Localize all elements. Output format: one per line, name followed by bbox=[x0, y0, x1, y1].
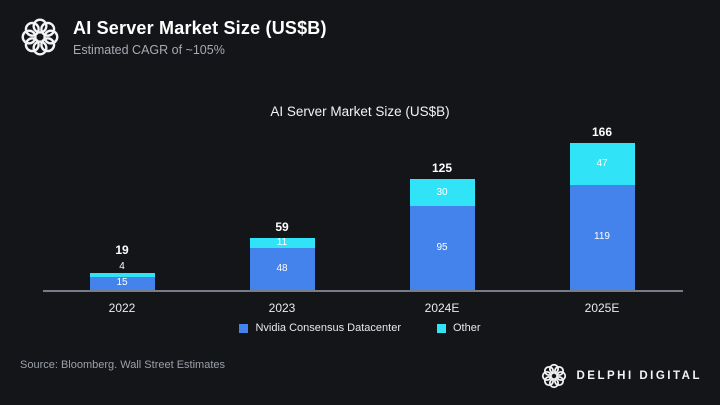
x-axis-label-2024E: 2024E bbox=[424, 301, 460, 315]
header: AI Server Market Size (US$B) Estimated C… bbox=[20, 17, 327, 57]
plot-area: 19 4 15 59 11 48 125 30 95 166 47 119 bbox=[43, 123, 683, 292]
segment-value-label: 15 bbox=[116, 277, 128, 289]
bar-segment-nvidia-datacenter: 95 bbox=[409, 205, 475, 290]
source-note: Source: Bloomberg. Wall Street Estimates bbox=[20, 359, 226, 371]
x-axis: 2022 2023 2024E 2025E bbox=[43, 301, 683, 317]
page-title: AI Server Market Size (US$B) bbox=[73, 17, 327, 38]
bar-column-2023: 59 11 48 bbox=[249, 219, 315, 290]
bar-segment-nvidia-datacenter: 15 bbox=[89, 276, 155, 290]
legend-item: Nvidia Consensus Datacenter bbox=[239, 322, 401, 334]
x-axis-label-2022: 2022 bbox=[108, 301, 136, 315]
delphi-logo-icon bbox=[542, 363, 567, 389]
legend-label: Nvidia Consensus Datacenter bbox=[255, 322, 401, 334]
header-text: AI Server Market Size (US$B) Estimated C… bbox=[73, 18, 327, 57]
x-axis-label-2025E: 2025E bbox=[584, 301, 620, 315]
bar-segment-nvidia-datacenter: 119 bbox=[569, 184, 635, 290]
legend-swatch-icon bbox=[239, 323, 249, 333]
segment-value-label: 95 bbox=[436, 241, 448, 253]
bar-segment-other: 47 bbox=[569, 143, 635, 185]
bar-total-label: 19 bbox=[115, 243, 129, 258]
delphi-logo-icon bbox=[21, 18, 59, 56]
bar-segment-other bbox=[89, 273, 155, 277]
chart-title: AI Server Market Size (US$B) bbox=[270, 104, 450, 119]
brand-name: DELPHI DIGITAL bbox=[576, 370, 702, 382]
bar-segment-other: 30 bbox=[409, 179, 475, 206]
bar-segment-nvidia-datacenter: 48 bbox=[249, 247, 315, 290]
bar-segment-other: 11 bbox=[249, 236, 315, 248]
page-subtitle: Estimated CAGR of ~105% bbox=[73, 42, 225, 57]
bar-column-2024E: 125 30 95 bbox=[409, 161, 475, 290]
segment-value-label: 48 bbox=[276, 262, 288, 274]
bar-total-label: 166 bbox=[591, 125, 613, 140]
x-axis-label-2023: 2023 bbox=[268, 301, 296, 315]
bar-column-2025E: 166 47 119 bbox=[569, 125, 635, 290]
segment-value-label: 47 bbox=[596, 157, 608, 169]
brand-logo: DELPHI DIGITAL bbox=[541, 363, 702, 389]
legend-label: Other bbox=[453, 322, 481, 334]
segment-value-label: 30 bbox=[436, 186, 448, 198]
bar-total-label: 125 bbox=[431, 161, 453, 176]
bar-total-label: 59 bbox=[275, 219, 289, 234]
chart-legend: Nvidia Consensus Datacenter Other bbox=[0, 322, 720, 334]
legend-item: Other bbox=[437, 322, 481, 334]
segment-value-label: 4 bbox=[119, 261, 125, 273]
segment-value-label: 119 bbox=[594, 231, 610, 243]
bar-column-2022: 19 4 15 bbox=[89, 243, 155, 290]
segment-value-label: 11 bbox=[276, 236, 288, 248]
legend-swatch-icon bbox=[437, 323, 446, 333]
